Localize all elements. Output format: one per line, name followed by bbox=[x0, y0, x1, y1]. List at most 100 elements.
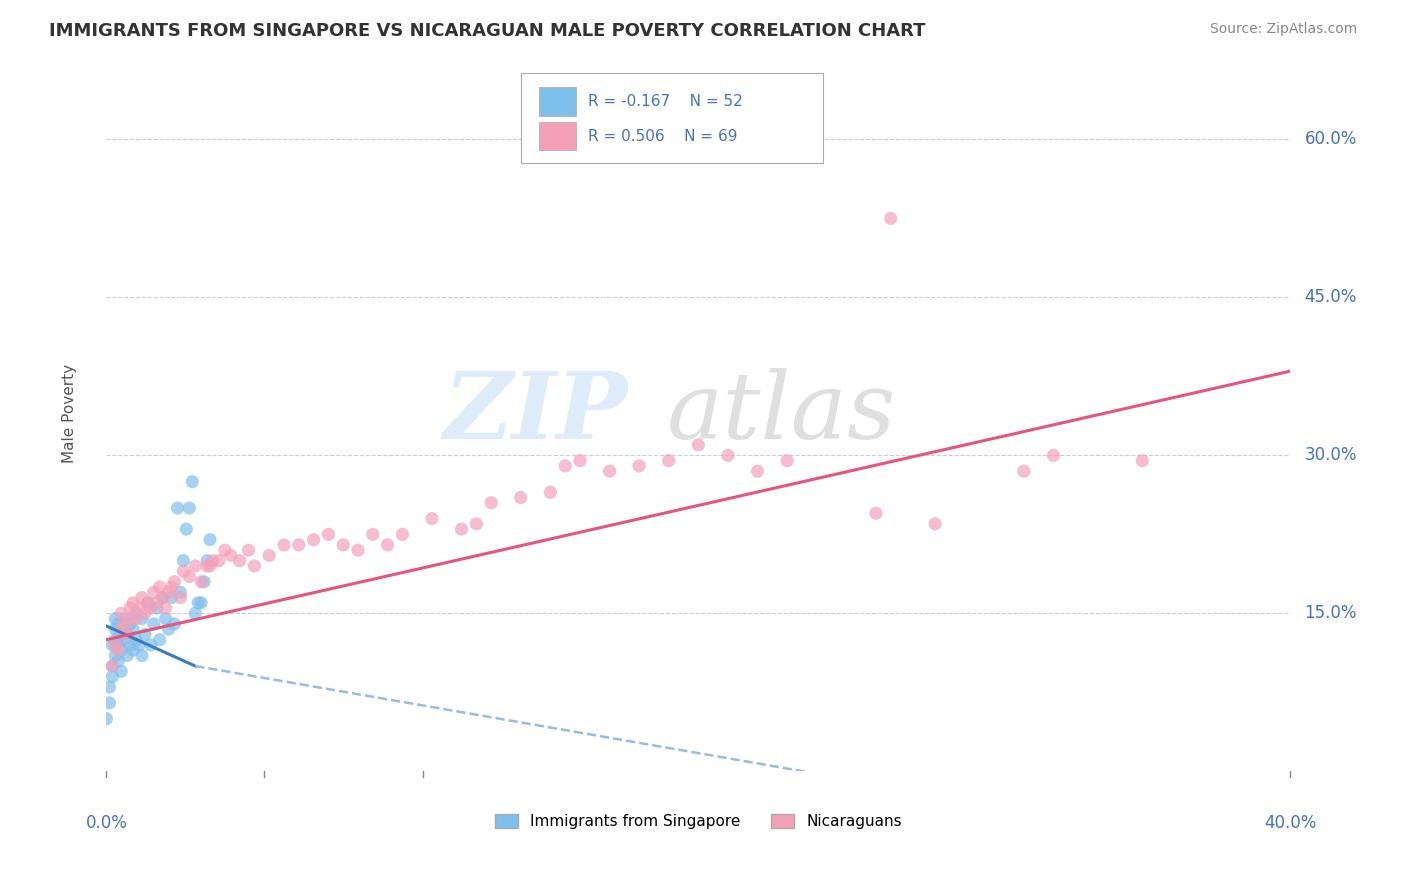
Point bbox=[112, 612, 135, 626]
Point bbox=[160, 591, 183, 605]
Text: IMMIGRANTS FROM SINGAPORE VS NICARAGUAN MALE POVERTY CORRELATION CHART: IMMIGRANTS FROM SINGAPORE VS NICARAGUAN … bbox=[49, 22, 925, 40]
Point bbox=[347, 543, 370, 558]
Point bbox=[257, 549, 280, 563]
Point bbox=[208, 554, 231, 568]
Point bbox=[658, 453, 681, 467]
Point bbox=[115, 627, 138, 641]
Text: 45.0%: 45.0% bbox=[1305, 288, 1357, 306]
Point bbox=[131, 612, 153, 626]
Point bbox=[131, 591, 153, 605]
Point bbox=[107, 654, 129, 668]
Point bbox=[107, 616, 129, 631]
Point bbox=[1130, 453, 1153, 467]
Point bbox=[554, 458, 576, 473]
Point bbox=[120, 612, 142, 626]
Point bbox=[288, 538, 311, 552]
Text: ZIP: ZIP bbox=[443, 368, 627, 458]
Point bbox=[302, 533, 325, 547]
Point bbox=[776, 453, 799, 467]
Point bbox=[924, 516, 946, 531]
Text: Male Poverty: Male Poverty bbox=[62, 364, 77, 463]
Point bbox=[509, 491, 531, 505]
Text: R = -0.167    N = 52: R = -0.167 N = 52 bbox=[588, 95, 742, 109]
Point bbox=[179, 501, 201, 516]
FancyBboxPatch shape bbox=[538, 121, 576, 151]
Point bbox=[112, 632, 135, 647]
Point bbox=[184, 607, 207, 621]
Point bbox=[193, 574, 215, 589]
FancyBboxPatch shape bbox=[520, 73, 823, 162]
Point bbox=[157, 622, 180, 636]
Point bbox=[128, 638, 150, 652]
Point bbox=[479, 496, 502, 510]
Point bbox=[228, 554, 250, 568]
Point bbox=[172, 564, 194, 578]
Point bbox=[152, 591, 174, 605]
Point bbox=[195, 554, 218, 568]
Point bbox=[122, 596, 145, 610]
Point bbox=[149, 632, 172, 647]
Point bbox=[139, 638, 162, 652]
Point bbox=[238, 543, 260, 558]
Point bbox=[155, 601, 177, 615]
Point bbox=[104, 612, 127, 626]
Point bbox=[125, 632, 148, 647]
Point bbox=[125, 612, 148, 626]
Point bbox=[145, 601, 167, 615]
Point bbox=[688, 438, 710, 452]
Point bbox=[110, 665, 132, 679]
Point bbox=[195, 558, 218, 573]
Point bbox=[120, 616, 142, 631]
Point bbox=[1012, 464, 1035, 478]
Point bbox=[169, 585, 191, 599]
Point bbox=[465, 516, 488, 531]
Point bbox=[318, 527, 340, 541]
Point bbox=[128, 601, 150, 615]
Point bbox=[163, 616, 186, 631]
Point bbox=[1042, 449, 1064, 463]
Point bbox=[420, 511, 443, 525]
Text: 30.0%: 30.0% bbox=[1305, 446, 1357, 465]
Point bbox=[115, 627, 138, 641]
Legend: Immigrants from Singapore, Nicaraguans: Immigrants from Singapore, Nicaraguans bbox=[489, 808, 908, 835]
Point bbox=[131, 648, 153, 663]
Point bbox=[115, 648, 138, 663]
Text: 40.0%: 40.0% bbox=[1264, 814, 1316, 832]
Point bbox=[198, 558, 221, 573]
Point bbox=[107, 638, 129, 652]
Point bbox=[125, 607, 148, 621]
Point bbox=[122, 622, 145, 636]
Point bbox=[134, 627, 156, 641]
Point bbox=[166, 501, 188, 516]
Point bbox=[450, 522, 472, 536]
Point bbox=[273, 538, 295, 552]
Point bbox=[142, 616, 165, 631]
FancyBboxPatch shape bbox=[538, 87, 576, 116]
Text: atlas: atlas bbox=[666, 368, 896, 458]
Point bbox=[391, 527, 413, 541]
Point bbox=[136, 596, 159, 610]
Point bbox=[181, 475, 204, 489]
Point bbox=[101, 659, 124, 673]
Point bbox=[104, 622, 127, 636]
Point bbox=[190, 574, 212, 589]
Text: 60.0%: 60.0% bbox=[1305, 130, 1357, 148]
Point bbox=[377, 538, 399, 552]
Point bbox=[179, 569, 201, 583]
Point bbox=[172, 554, 194, 568]
Text: 15.0%: 15.0% bbox=[1305, 605, 1357, 623]
Point bbox=[219, 549, 242, 563]
Point bbox=[169, 591, 191, 605]
Point bbox=[747, 464, 769, 478]
Point bbox=[134, 607, 156, 621]
Point bbox=[149, 580, 172, 594]
Point bbox=[198, 533, 221, 547]
Point bbox=[201, 554, 224, 568]
Point bbox=[538, 485, 561, 500]
Point bbox=[157, 585, 180, 599]
Point bbox=[332, 538, 354, 552]
Point bbox=[569, 453, 592, 467]
Point bbox=[112, 616, 135, 631]
Point bbox=[599, 464, 621, 478]
Point bbox=[101, 669, 124, 683]
